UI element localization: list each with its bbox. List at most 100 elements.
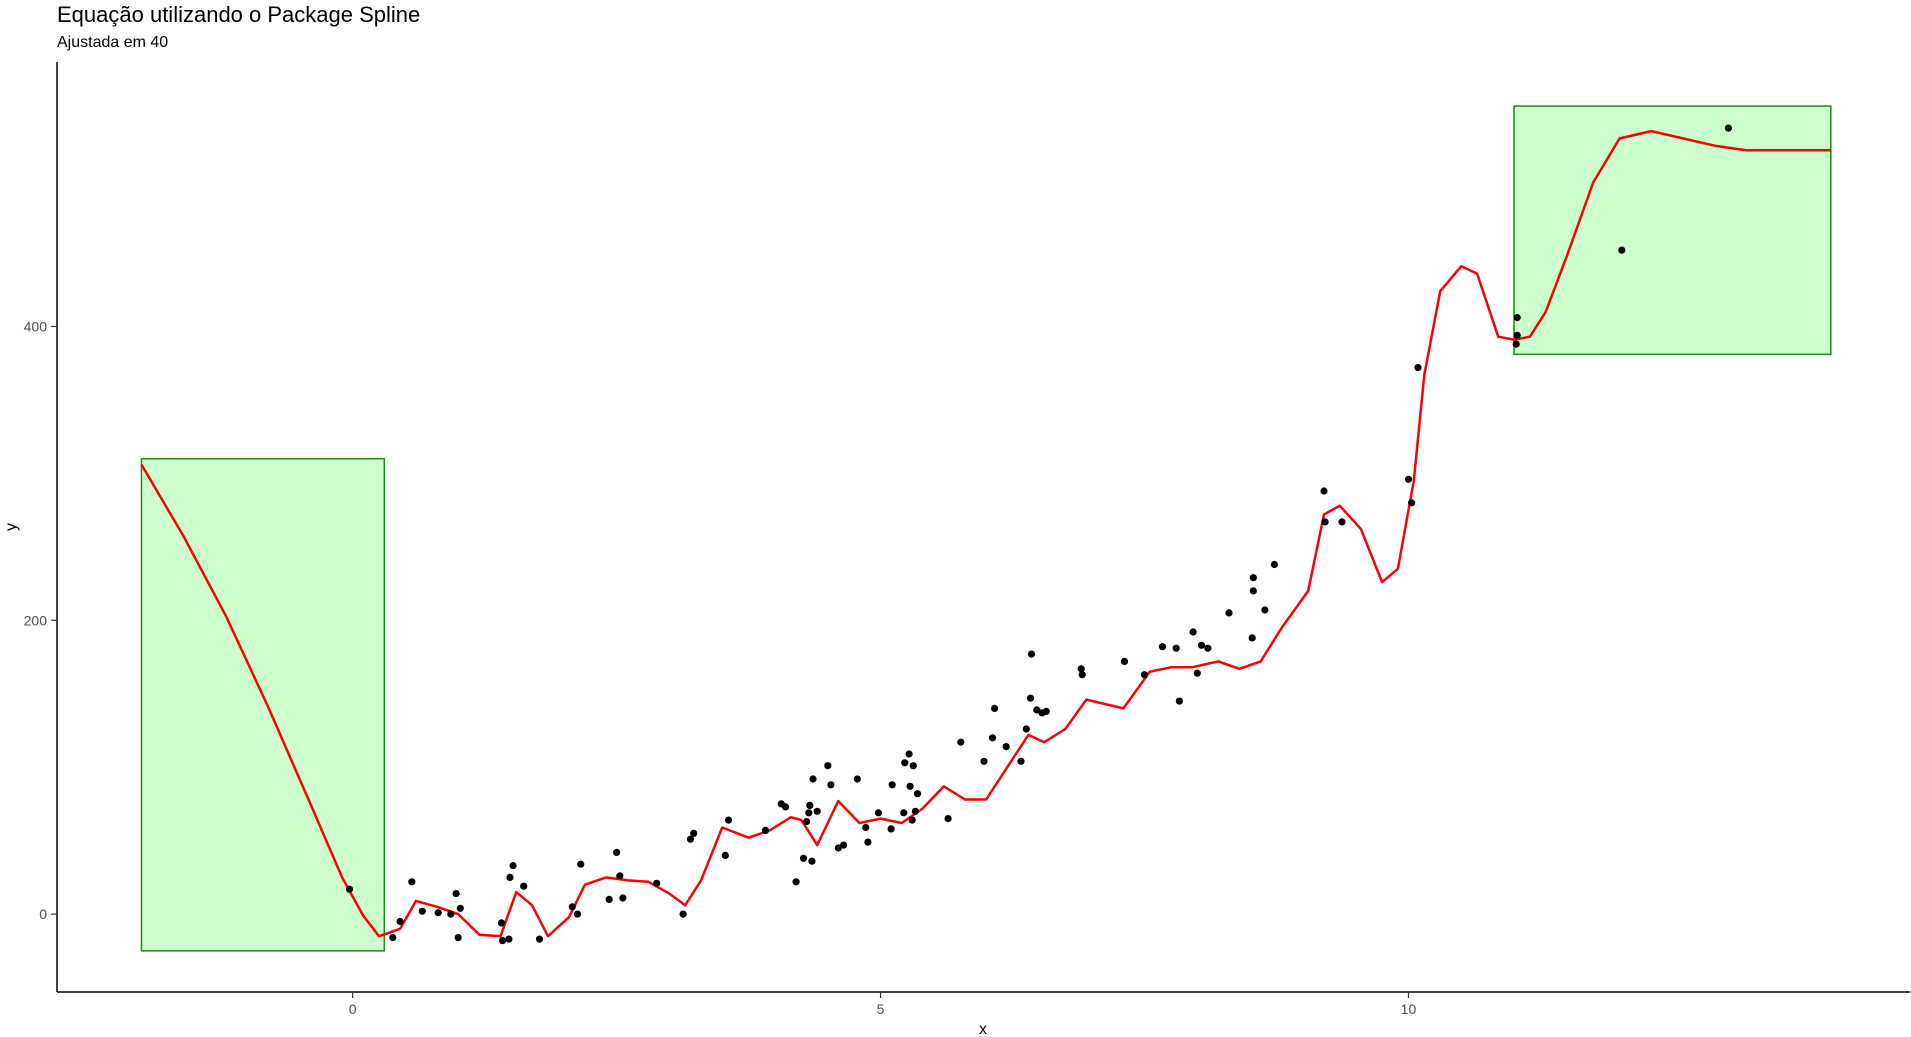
data-point xyxy=(389,934,397,942)
data-point xyxy=(396,917,404,926)
x-tick-label: 10 xyxy=(1401,1001,1417,1017)
data-point xyxy=(1078,671,1086,679)
y-tick-label: 0 xyxy=(39,906,47,922)
data-point xyxy=(454,934,462,942)
data-point xyxy=(874,809,883,817)
y-tick-label: 200 xyxy=(24,612,48,628)
data-point xyxy=(679,910,687,918)
data-point xyxy=(1026,694,1035,702)
data-point xyxy=(1120,657,1129,666)
data-point xyxy=(1022,725,1030,733)
data-point xyxy=(840,841,848,849)
data-point xyxy=(1027,650,1036,658)
data-point xyxy=(803,818,811,826)
data-point xyxy=(911,807,920,815)
data-point xyxy=(824,762,832,770)
highlight-boxes xyxy=(140,105,1832,952)
data-point xyxy=(1724,124,1732,132)
data-point xyxy=(616,872,624,880)
data-point xyxy=(434,909,442,917)
data-point xyxy=(509,862,517,870)
data-point xyxy=(813,807,821,815)
chart-title: Equação utilizando o Package Spline xyxy=(57,2,421,27)
data-point xyxy=(827,781,835,789)
data-point xyxy=(1513,331,1521,339)
data-point xyxy=(862,823,870,832)
x-axis-title: x xyxy=(979,1021,987,1037)
data-point xyxy=(808,857,816,865)
data-point xyxy=(1248,634,1256,642)
y-axis-title: y xyxy=(3,523,20,531)
data-point xyxy=(1193,669,1201,677)
highlight-box-2 xyxy=(1513,105,1832,356)
data-point xyxy=(1002,743,1010,751)
data-point xyxy=(913,790,922,798)
data-point xyxy=(456,904,464,912)
data-point xyxy=(1175,697,1183,705)
data-point xyxy=(577,860,585,868)
data-point xyxy=(1042,707,1050,716)
data-point xyxy=(1618,246,1626,254)
data-point xyxy=(1158,643,1167,651)
data-point xyxy=(452,890,460,898)
data-point xyxy=(613,848,621,857)
data-point xyxy=(1320,487,1328,495)
data-point xyxy=(799,854,808,862)
data-point xyxy=(497,919,506,927)
data-point xyxy=(447,910,455,918)
data-point xyxy=(1017,757,1025,765)
data-point xyxy=(721,851,729,860)
data-point xyxy=(686,835,695,843)
data-point xyxy=(1197,641,1206,649)
x-tick-label: 5 xyxy=(877,1001,885,1017)
data-point xyxy=(792,878,800,886)
data-point xyxy=(690,829,698,837)
data-point xyxy=(908,816,916,824)
data-point xyxy=(1249,587,1257,595)
data-point xyxy=(805,809,813,817)
data-point xyxy=(499,937,507,945)
data-point xyxy=(888,781,896,789)
data-point xyxy=(1033,706,1041,714)
data-point xyxy=(1512,340,1520,348)
data-point xyxy=(1077,665,1085,673)
data-point xyxy=(988,734,997,742)
highlight-box-1 xyxy=(140,457,386,952)
data-point xyxy=(980,757,988,765)
data-point xyxy=(345,885,354,893)
data-point xyxy=(957,738,965,746)
data-point xyxy=(1249,574,1257,582)
data-point xyxy=(1404,475,1413,483)
data-point xyxy=(900,809,908,817)
data-point xyxy=(605,895,613,904)
data-point xyxy=(806,801,814,810)
data-point xyxy=(991,704,999,713)
fitted-line-layer xyxy=(140,129,1831,938)
data-point xyxy=(568,903,576,911)
fitted-line-1 xyxy=(140,129,1831,938)
data-point xyxy=(901,759,909,767)
data-point xyxy=(864,838,872,846)
data-point xyxy=(1140,671,1149,679)
data-point xyxy=(834,844,842,852)
data-point xyxy=(520,882,528,890)
data-point xyxy=(1225,609,1233,617)
axis-ticks: 0 5 10 0 200 400 xyxy=(24,318,1417,1017)
data-point xyxy=(781,803,790,811)
data-point xyxy=(909,762,917,770)
data-point xyxy=(408,878,416,886)
data-point xyxy=(506,873,514,882)
data-point xyxy=(1513,314,1521,322)
data-point xyxy=(653,879,661,887)
data-point xyxy=(1408,499,1416,507)
y-tick-label: 400 xyxy=(24,318,48,334)
data-point xyxy=(1414,364,1422,372)
data-point xyxy=(418,907,426,915)
data-point xyxy=(809,775,817,783)
data-point xyxy=(905,750,913,758)
data-point xyxy=(1204,644,1212,652)
data-point xyxy=(853,775,861,783)
data-point xyxy=(944,815,952,823)
data-point xyxy=(619,894,627,902)
